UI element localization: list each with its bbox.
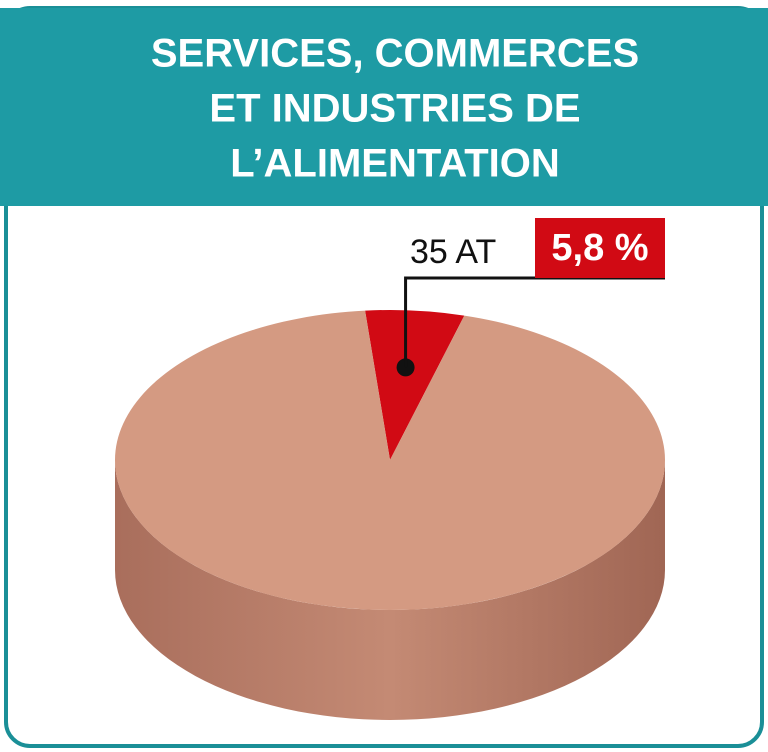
value-label-box	[535, 218, 665, 278]
pie-slice	[115, 310, 666, 611]
slices	[115, 310, 666, 611]
chart-title: ET INDUSTRIES DE	[209, 87, 580, 131]
pie-side	[115, 460, 665, 720]
chart-title: SERVICES, COMMERCES	[151, 32, 639, 76]
category-label: 35 AT	[410, 233, 496, 271]
header-band	[0, 8, 768, 206]
pie-slice	[365, 310, 465, 460]
chart-title: L’ALIMENTATION	[230, 142, 560, 186]
labels: 5,8 % 35 AT	[396, 218, 665, 377]
value-label: 5,8 %	[551, 227, 648, 269]
